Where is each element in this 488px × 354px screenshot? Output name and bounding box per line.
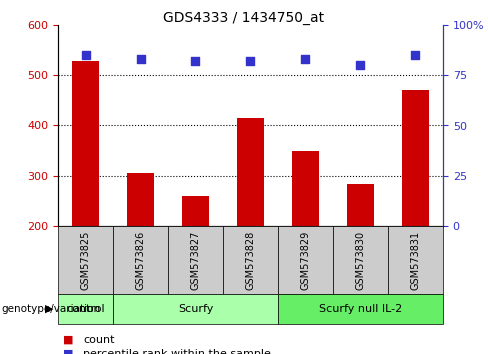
Bar [127, 173, 154, 226]
Text: GSM573829: GSM573829 [301, 230, 310, 290]
Bar [292, 150, 319, 226]
Point [81, 52, 89, 58]
Text: GSM573828: GSM573828 [245, 230, 256, 290]
Point [137, 56, 144, 62]
Bar [58, 294, 113, 324]
Bar [113, 294, 278, 324]
Text: Scurfy null IL-2: Scurfy null IL-2 [319, 304, 402, 314]
Text: GSM573831: GSM573831 [410, 230, 421, 290]
Bar [333, 226, 388, 294]
Text: GSM573825: GSM573825 [81, 230, 90, 290]
Text: GSM573827: GSM573827 [190, 230, 201, 290]
Bar [388, 226, 443, 294]
Point [246, 58, 254, 64]
Point [192, 58, 200, 64]
Text: GSM573830: GSM573830 [355, 230, 366, 290]
Bar [113, 226, 168, 294]
Point [357, 62, 365, 68]
Text: GSM573826: GSM573826 [136, 230, 145, 290]
Text: genotype/variation: genotype/variation [1, 304, 100, 314]
Bar [402, 90, 429, 226]
Bar [72, 61, 99, 226]
Bar [278, 294, 443, 324]
Point [411, 52, 419, 58]
Bar [347, 184, 374, 226]
Bar [168, 226, 223, 294]
Bar [278, 226, 333, 294]
Bar [182, 196, 209, 226]
Text: ■: ■ [63, 335, 74, 344]
Text: GDS4333 / 1434750_at: GDS4333 / 1434750_at [163, 11, 325, 25]
Text: percentile rank within the sample: percentile rank within the sample [83, 349, 271, 354]
Text: control: control [66, 304, 105, 314]
Bar [223, 226, 278, 294]
Text: Scurfy: Scurfy [178, 304, 213, 314]
Text: ■: ■ [63, 349, 74, 354]
Bar [58, 226, 113, 294]
Bar [237, 118, 264, 226]
Point [302, 56, 309, 62]
Text: count: count [83, 335, 115, 344]
Text: ▶: ▶ [44, 304, 53, 314]
